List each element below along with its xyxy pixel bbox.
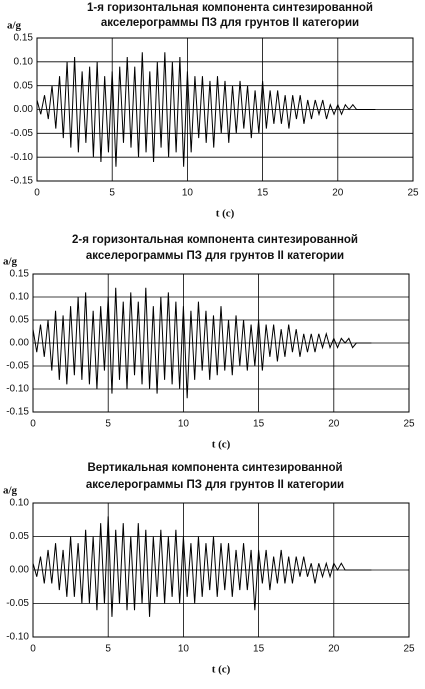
- y-tick-label: 0.15: [14, 33, 34, 44]
- x-tick-label: 0: [30, 419, 36, 430]
- y-tick-label: 0.05: [10, 315, 30, 326]
- y-tick-label: -0.15: [10, 176, 33, 187]
- plot-frame: [32, 502, 410, 638]
- signal-line: [36, 52, 376, 167]
- y-axis-label: a/g: [3, 256, 18, 268]
- chart-title: акселерограммы ПЗ для грунтов II категор…: [86, 479, 344, 491]
- x-tick-label: 25: [407, 188, 419, 199]
- y-tick-label: 0.05: [10, 531, 30, 542]
- x-tick-label: 10: [178, 644, 190, 655]
- y-tick-label: 0.05: [14, 80, 34, 91]
- chart-title: акселерограммы ПЗ для грунтов II категор…: [86, 250, 344, 262]
- chart-title: 2-я горизонтальная компонента синтезиров…: [72, 234, 358, 246]
- y-tick-label: 0.15: [10, 269, 30, 280]
- y-tick-label: -0.05: [6, 361, 29, 372]
- x-tick-label: 5: [109, 188, 115, 199]
- x-tick-label: 20: [328, 644, 340, 655]
- x-tick-label: 25: [403, 419, 415, 430]
- y-tick-label: 0.00: [14, 104, 34, 115]
- x-tick-label: 20: [332, 188, 344, 199]
- x-tick-label: 0: [30, 644, 36, 655]
- y-tick-label: 0.10: [10, 498, 30, 509]
- y-tick-label: -0.10: [10, 152, 33, 163]
- signal-line: [32, 516, 372, 617]
- y-axis-label: a/g: [3, 485, 18, 497]
- x-tick-label: 15: [257, 188, 269, 199]
- x-axis-label: t (c): [212, 439, 231, 451]
- y-tick-label: 0.00: [10, 338, 30, 349]
- y-tick-label: -0.10: [6, 384, 29, 395]
- x-tick-label: 5: [105, 644, 111, 655]
- y-tick-label: 0.10: [14, 56, 34, 67]
- plot-frame: [32, 273, 410, 413]
- y-tick-label: -0.15: [6, 407, 29, 418]
- signal-line: [32, 287, 372, 399]
- y-tick-label: -0.05: [10, 128, 33, 139]
- y-tick-label: -0.05: [6, 598, 29, 609]
- y-tick-label: 0.00: [10, 565, 30, 576]
- y-tick-label: -0.10: [6, 632, 29, 643]
- x-tick-label: 20: [328, 419, 340, 430]
- x-tick-label: 10: [178, 419, 190, 430]
- x-axis-label: t (c): [212, 664, 231, 676]
- chart-title: акселерограммы ПЗ для грунтов II категор…: [101, 17, 359, 29]
- chart-title: Вертикальная компонента синтезированной: [87, 462, 342, 474]
- x-tick-label: 25: [403, 644, 415, 655]
- x-axis-label: t (c): [216, 208, 235, 220]
- x-tick-label: 10: [182, 188, 194, 199]
- chart-title: 1-я горизонтальная компонента синтезиров…: [87, 2, 373, 14]
- y-axis-label: a/g: [7, 20, 22, 32]
- x-tick-label: 15: [253, 644, 265, 655]
- y-tick-label: 0.10: [10, 292, 30, 303]
- x-tick-label: 0: [34, 188, 40, 199]
- x-tick-label: 5: [105, 419, 111, 430]
- plot-frame: [36, 37, 414, 182]
- x-tick-label: 15: [253, 419, 265, 430]
